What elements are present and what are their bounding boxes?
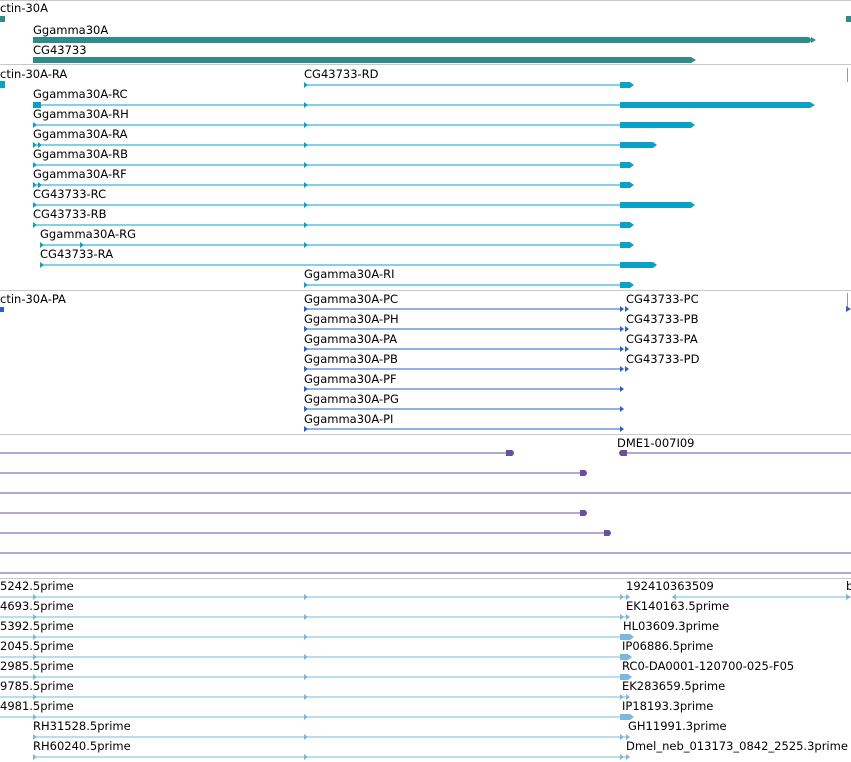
transcript-rc[interactable] (33, 102, 815, 108)
transcript-label[interactable]: CG43733-RD (304, 67, 379, 81)
transcript-ra[interactable] (33, 142, 657, 148)
track-separator (0, 578, 851, 579)
gene-feature[interactable] (33, 57, 691, 63)
transcript-rg[interactable] (40, 242, 634, 248)
est-label-edge[interactable]: b (846, 579, 851, 593)
est-label[interactable]: RH60240.5prime (33, 739, 131, 753)
est-label[interactable]: 192410363509 (626, 579, 714, 593)
transcript-label[interactable]: Ggamma30A-RG (40, 227, 137, 241)
transcript-ri[interactable] (304, 282, 634, 288)
transcript-rh[interactable] (33, 122, 695, 128)
est-label[interactable]: 4981.5prime (0, 699, 74, 713)
transcript-label[interactable]: CG43733-RB (33, 207, 107, 221)
track-separator (0, 434, 851, 435)
gene-feature[interactable] (33, 37, 811, 43)
est-label[interactable]: RH31528.5prime (33, 719, 131, 733)
gene-label[interactable]: Ggamma30A (33, 23, 109, 37)
protein-label[interactable]: Ggamma30A-PB (304, 352, 398, 366)
transcript-label[interactable]: Ggamma30A-RF (33, 167, 127, 181)
est-label[interactable]: IP06886.5prime (622, 639, 714, 653)
gene-label[interactable]: ctin-30A (0, 1, 48, 15)
protein-feature-edge[interactable] (847, 293, 851, 307)
protein-label[interactable]: ctin-30A-PA (0, 292, 66, 306)
transcript-cg-ra[interactable] (40, 262, 657, 268)
est-label[interactable]: EK283659.5prime (622, 679, 726, 693)
transcript-rf[interactable] (33, 182, 634, 188)
track-border-top (0, 0, 851, 1)
est-label[interactable]: GH11991.3prime (628, 719, 727, 733)
transcript-cg-rb[interactable] (33, 222, 634, 228)
protein-label[interactable]: CG43733-PC (626, 292, 699, 306)
est-label[interactable]: 4693.5prime (0, 599, 74, 613)
transcript-label[interactable]: CG43733-RA (40, 247, 114, 261)
est-label[interactable]: 2045.5prime (0, 639, 74, 653)
protein-label[interactable]: Ggamma30A-PF (304, 372, 397, 386)
transcript-edge[interactable] (0, 82, 5, 88)
protein-label[interactable]: Ggamma30A-PC (304, 292, 399, 306)
gene-strand-arrow (811, 37, 816, 43)
protein-label[interactable]: CG43733-PD (626, 352, 700, 366)
transcript-cg-rc[interactable] (33, 202, 695, 208)
est-label[interactable]: 2985.5prime (0, 659, 74, 673)
gene-feature[interactable] (0, 16, 5, 22)
est-label[interactable]: EK140163.5prime (626, 599, 730, 613)
gene-strand-arrow (691, 57, 696, 63)
est-label[interactable]: 9785.5prime (0, 679, 74, 693)
protein-label[interactable]: Ggamma30A-PH (304, 312, 399, 326)
est-label[interactable]: 5392.5prime (0, 619, 74, 633)
protein-glyphs[interactable] (304, 306, 851, 432)
protein-label[interactable]: Ggamma30A-PG (304, 392, 399, 406)
transcript-rd[interactable] (304, 82, 634, 88)
track-separator (0, 290, 851, 291)
transcript-label[interactable]: CG43733-RC (33, 187, 107, 201)
protein-feature[interactable] (0, 307, 4, 312)
transcript-label[interactable]: Ggamma30A-RC (33, 87, 128, 101)
protein-label[interactable]: Ggamma30A-PA (304, 332, 398, 346)
transcript-label[interactable]: Ggamma30A-RH (33, 107, 129, 121)
est-label[interactable]: RC0-DA0001-120700-025-F05 (622, 659, 795, 673)
est-glyphs[interactable] (0, 594, 851, 760)
clone-glyphs[interactable] (0, 450, 851, 574)
protein-label[interactable]: CG43733-PA (626, 332, 698, 346)
protein-label[interactable]: CG43733-PB (626, 312, 699, 326)
est-label[interactable]: Dmel_neb_013173_0842_2525.3prime (626, 739, 848, 753)
transcript-label[interactable]: ctin-30A-RA (0, 67, 68, 81)
gene-label[interactable]: CG43733 (33, 43, 87, 57)
transcript-label[interactable]: Ggamma30A-RI (304, 267, 395, 281)
est-label[interactable]: HL03609.3prime (623, 619, 720, 633)
transcript-rb[interactable] (33, 162, 634, 168)
clone-label[interactable]: DME1-007I09 (617, 436, 695, 450)
protein-label[interactable]: Ggamma30A-PI (304, 412, 394, 426)
est-label[interactable]: 5242.5prime (0, 579, 74, 593)
est-label[interactable]: IP18193.3prime (622, 699, 714, 713)
track-separator (0, 64, 851, 65)
transcript-feature-edge[interactable] (847, 68, 851, 82)
transcript-label[interactable]: Ggamma30A-RB (33, 147, 128, 161)
gene-feature-edge[interactable] (846, 16, 851, 22)
transcript-label[interactable]: Ggamma30A-RA (33, 127, 128, 141)
